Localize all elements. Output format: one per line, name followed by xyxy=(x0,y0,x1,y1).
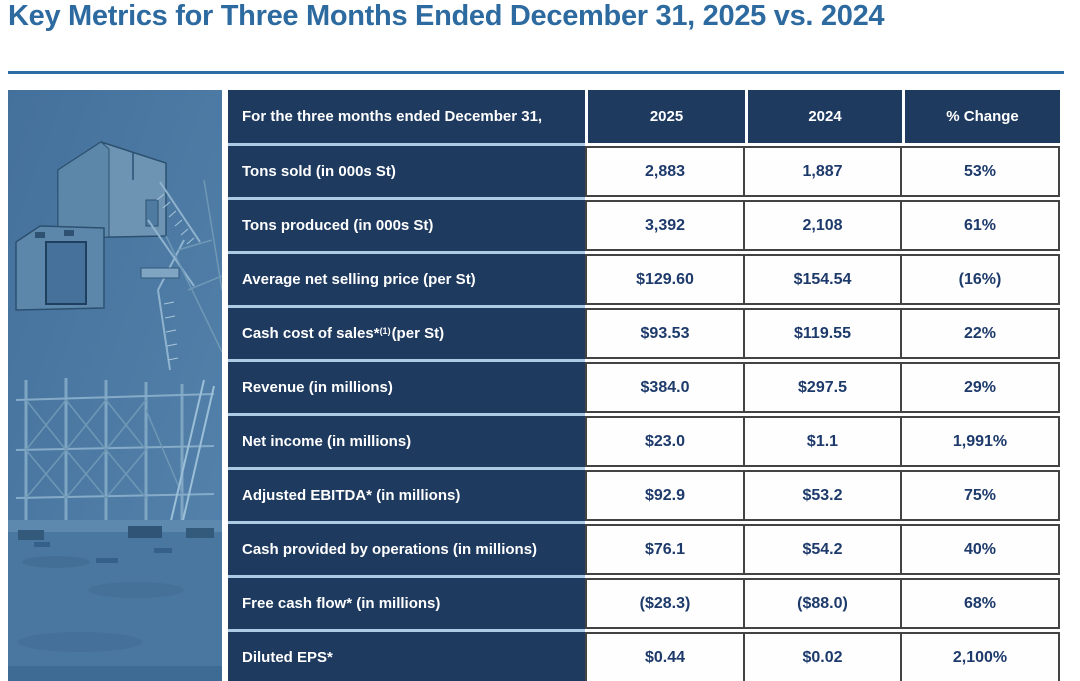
value-2024: $53.2 xyxy=(745,470,902,521)
table-row: Free cash flow* (in millions) ($28.3) ($88… xyxy=(228,578,1060,629)
table-row: Diluted EPS* $0.44 $0.02 2,100% xyxy=(228,632,1060,681)
row-label: Adjusted EBITDA* (in millions) xyxy=(228,470,585,521)
value-change: 40% xyxy=(902,524,1060,575)
value-change: 2,100% xyxy=(902,632,1060,681)
value-change: 29% xyxy=(902,362,1060,413)
value-2025: $129.60 xyxy=(585,254,745,305)
value-2025: $93.53 xyxy=(585,308,745,359)
table-rows: Tons sold (in 000s St) 2,883 1,887 53% Tons … xyxy=(228,146,1060,681)
value-2025: $92.9 xyxy=(585,470,745,521)
row-label: Tons sold (in 000s St) xyxy=(228,146,585,197)
value-2025: ($28.3) xyxy=(585,578,745,629)
table-header-row: For the three months ended December 31, … xyxy=(228,90,1060,143)
value-change: 22% xyxy=(902,308,1060,359)
value-2024: $154.54 xyxy=(745,254,902,305)
row-label: Diluted EPS* xyxy=(228,632,585,681)
table-row: Tons sold (in 000s St) 2,883 1,887 53% xyxy=(228,146,1060,197)
value-change: 61% xyxy=(902,200,1060,251)
row-label: Average net selling price (per St) xyxy=(228,254,585,305)
value-2024: 2,108 xyxy=(745,200,902,251)
row-label: Net income (in millions) xyxy=(228,416,585,467)
value-2025: 3,392 xyxy=(585,200,745,251)
row-label: Tons produced (in 000s St) xyxy=(228,200,585,251)
table-row: Cash provided by operations (in millions… xyxy=(228,524,1060,575)
row-label: Free cash flow* (in millions) xyxy=(228,578,585,629)
header-2024: 2024 xyxy=(745,90,902,143)
value-change: 68% xyxy=(902,578,1060,629)
value-2024: 1,887 xyxy=(745,146,902,197)
value-2024: $1.1 xyxy=(745,416,902,467)
value-2025: $76.1 xyxy=(585,524,745,575)
key-metrics-table: For the three months ended December 31, … xyxy=(228,90,1060,681)
header-2025: 2025 xyxy=(585,90,745,143)
table-row: Adjusted EBITDA* (in millions) $92.9 $53.2… xyxy=(228,470,1060,521)
mine-facility-photo xyxy=(8,90,222,681)
value-2025: $384.0 xyxy=(585,362,745,413)
value-change: 1,991% xyxy=(902,416,1060,467)
row-label: Cash provided by operations (in millions… xyxy=(228,524,585,575)
value-2024: ($88.0) xyxy=(745,578,902,629)
value-change: 53% xyxy=(902,146,1060,197)
value-2024: $297.5 xyxy=(745,362,902,413)
table-row: Revenue (in millions) $384.0 $297.5 29% xyxy=(228,362,1060,413)
mine-facility-illustration xyxy=(8,90,222,681)
title-divider xyxy=(8,71,1064,74)
value-change: (16%) xyxy=(902,254,1060,305)
row-label: Cash cost of sales* (1) (per St) xyxy=(228,308,585,359)
value-2024: $0.02 xyxy=(745,632,902,681)
table-row: Average net selling price (per St) $129.6… xyxy=(228,254,1060,305)
row-label: Revenue (in millions) xyxy=(228,362,585,413)
page-title: Key Metrics for Three Months Ended Decem… xyxy=(8,0,885,32)
value-2024: $54.2 xyxy=(745,524,902,575)
value-2025: $0.44 xyxy=(585,632,745,681)
value-change: 75% xyxy=(902,470,1060,521)
table-row: Net income (in millions) $23.0 $1.1 1,991% xyxy=(228,416,1060,467)
value-2024: $119.55 xyxy=(745,308,902,359)
header-period: For the three months ended December 31, xyxy=(228,90,585,143)
value-2025: $23.0 xyxy=(585,416,745,467)
header-percent-change: % Change xyxy=(902,90,1060,143)
table-row: Cash cost of sales* (1) (per St) $93.53 $11… xyxy=(228,308,1060,359)
value-2025: 2,883 xyxy=(585,146,745,197)
table-row: Tons produced (in 000s St) 3,392 2,108 61% xyxy=(228,200,1060,251)
